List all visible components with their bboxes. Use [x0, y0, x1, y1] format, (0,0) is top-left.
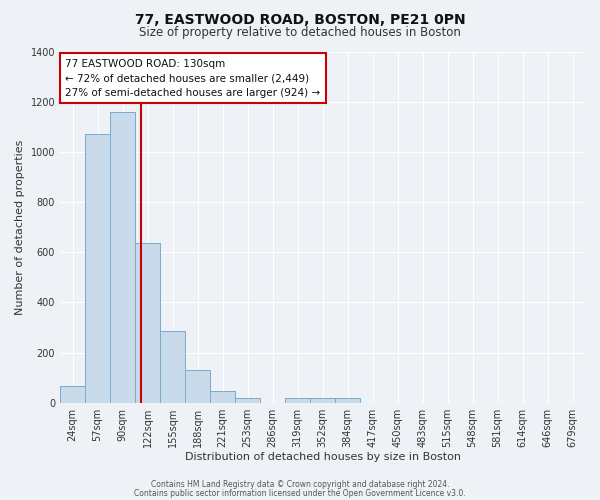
Bar: [160, 331, 185, 402]
Bar: [110, 112, 135, 403]
X-axis label: Distribution of detached houses by size in Boston: Distribution of detached houses by size …: [185, 452, 461, 462]
Bar: [285, 398, 310, 402]
Bar: [310, 398, 335, 402]
Text: Contains public sector information licensed under the Open Government Licence v3: Contains public sector information licen…: [134, 490, 466, 498]
Text: Contains HM Land Registry data © Crown copyright and database right 2024.: Contains HM Land Registry data © Crown c…: [151, 480, 449, 489]
Bar: [210, 390, 235, 402]
Bar: [235, 398, 260, 402]
Bar: [85, 134, 110, 402]
Text: 77, EASTWOOD ROAD, BOSTON, PE21 0PN: 77, EASTWOOD ROAD, BOSTON, PE21 0PN: [134, 12, 466, 26]
Y-axis label: Number of detached properties: Number of detached properties: [15, 140, 25, 315]
Bar: [185, 370, 210, 402]
Text: Size of property relative to detached houses in Boston: Size of property relative to detached ho…: [139, 26, 461, 39]
Bar: [60, 386, 85, 402]
Text: 77 EASTWOOD ROAD: 130sqm
← 72% of detached houses are smaller (2,449)
27% of sem: 77 EASTWOOD ROAD: 130sqm ← 72% of detach…: [65, 58, 320, 98]
Bar: [335, 398, 360, 402]
Bar: [135, 244, 160, 402]
